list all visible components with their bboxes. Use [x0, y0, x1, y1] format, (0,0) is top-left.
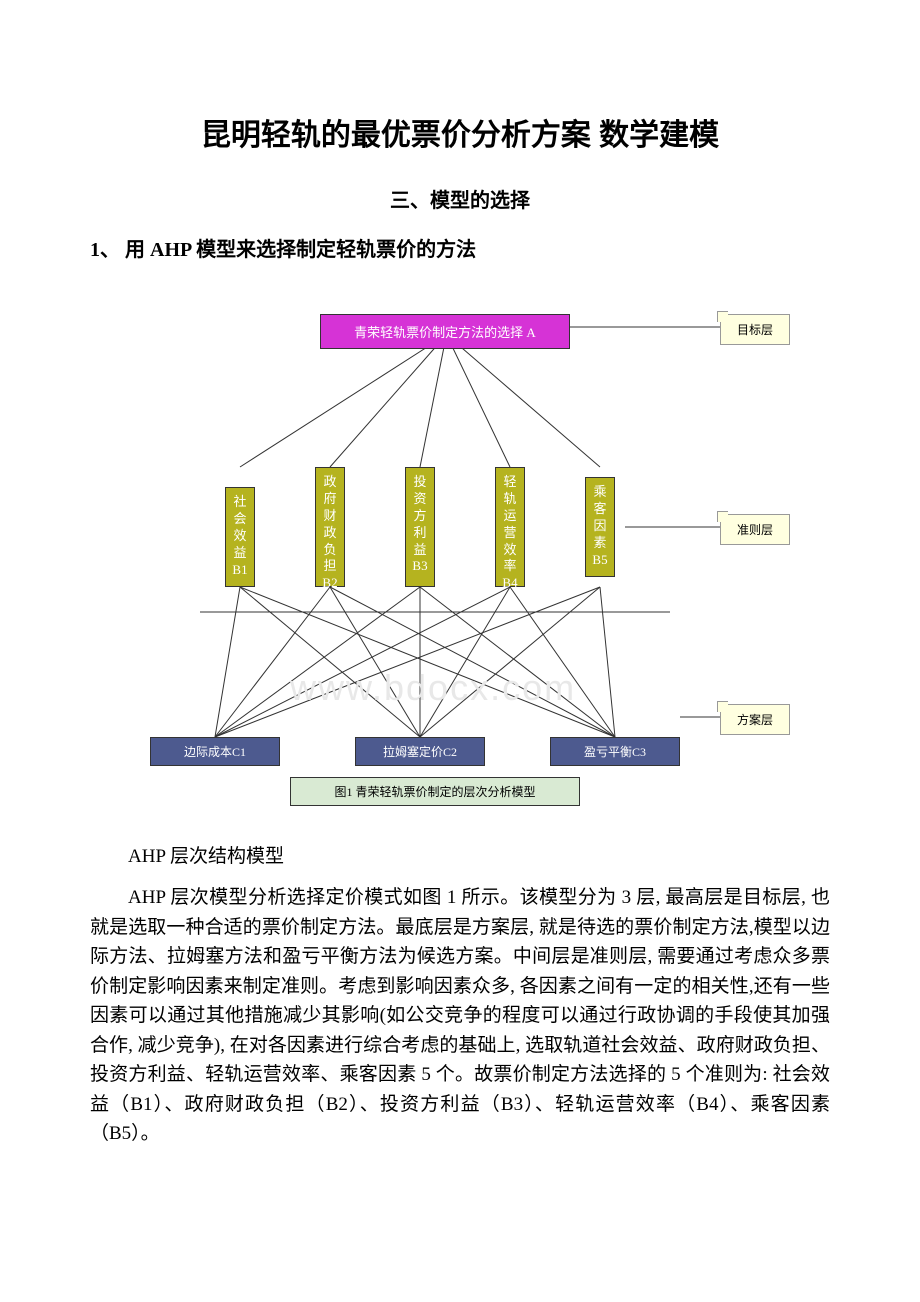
diagram-lines	[110, 277, 810, 817]
goal-box: 青荣轻轨票价制定方法的选择 A	[320, 314, 570, 349]
alternative-c3: 盈亏平衡C3	[550, 737, 680, 766]
paragraph-2: AHP 层次模型分析选择定价模式如图 1 所示。该模型分为 3 层, 最高层是目…	[90, 883, 830, 1148]
criterion-b1: 社会效益B1	[225, 487, 255, 587]
section-title: 三、模型的选择	[90, 184, 830, 213]
criterion-b4: 轻轨运营效率B4	[495, 467, 525, 587]
criteria-layer-label: 准则层	[720, 514, 790, 545]
criterion-b5: 乘客因素B5	[585, 477, 615, 577]
subsection-title: 1、 用 AHP 模型来选择制定轻轨票价的方法	[90, 233, 830, 262]
diagram-caption: 图1 青荣轻轨票价制定的层次分析模型	[290, 777, 580, 806]
alternative-c1: 边际成本C1	[150, 737, 280, 766]
watermark: www.bdocx.com	[290, 667, 576, 709]
criterion-b2: 政府财政负担B2	[315, 467, 345, 587]
ahp-diagram: 青荣轻轨票价制定方法的选择 A 目标层 准则层 方案层 社会效益B1 政府财政负…	[110, 277, 810, 817]
goal-layer-label: 目标层	[720, 314, 790, 345]
criterion-b3: 投资方利益B3	[405, 467, 435, 587]
alternative-layer-label: 方案层	[720, 704, 790, 735]
paragraph-1: AHP 层次结构模型	[90, 842, 830, 871]
page-title: 昆明轻轨的最优票价分析方案 数学建模	[90, 110, 830, 154]
alternative-c2: 拉姆塞定价C2	[355, 737, 485, 766]
